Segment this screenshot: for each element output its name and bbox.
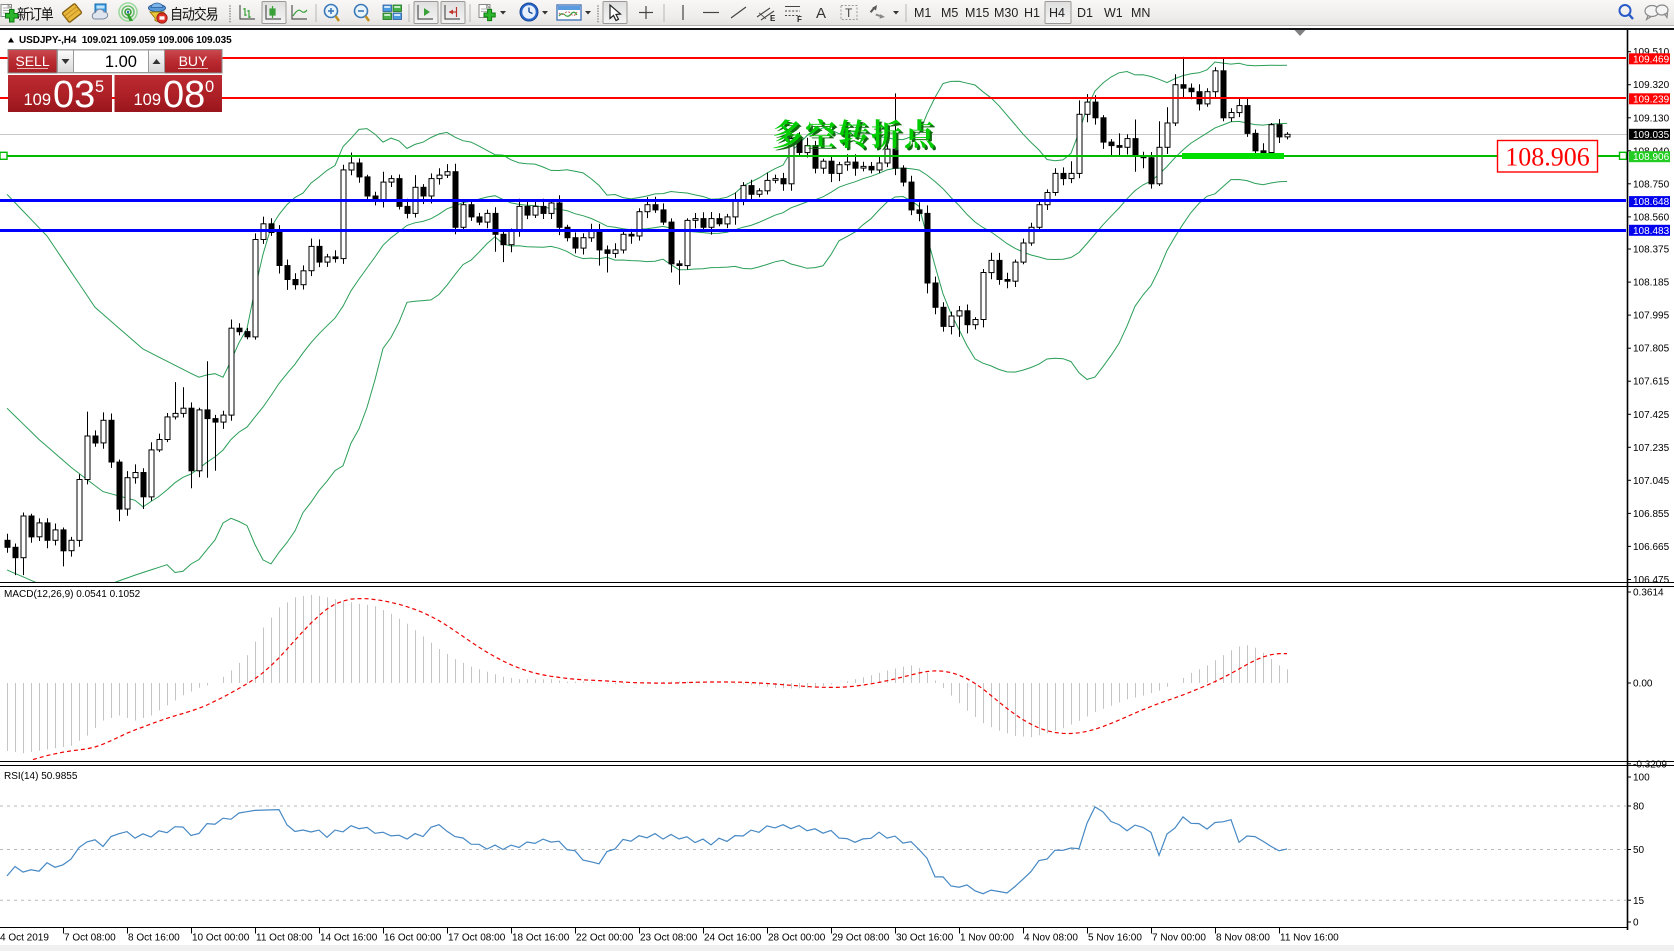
svg-text:107.045: 107.045	[1633, 476, 1670, 487]
svg-text:0: 0	[205, 78, 214, 96]
svg-text:08: 08	[163, 74, 205, 116]
svg-text:A: A	[816, 5, 826, 22]
svg-text:15: 15	[1633, 896, 1645, 907]
svg-text:M15: M15	[965, 6, 989, 20]
svg-text:7 Oct 08:00: 7 Oct 08:00	[64, 933, 116, 944]
svg-text:1 Nov 00:00: 1 Nov 00:00	[960, 933, 1014, 944]
svg-text:107.805: 107.805	[1633, 344, 1670, 355]
svg-text:16 Oct 00:00: 16 Oct 00:00	[384, 933, 442, 944]
svg-text:106.665: 106.665	[1633, 542, 1670, 553]
svg-text:F: F	[797, 15, 802, 24]
svg-text:30 Oct 16:00: 30 Oct 16:00	[896, 933, 954, 944]
svg-text:50: 50	[1633, 845, 1645, 856]
svg-text:0.00: 0.00	[1633, 679, 1653, 690]
svg-text:11 Nov 16:00: 11 Nov 16:00	[1280, 933, 1339, 944]
svg-text:109.239: 109.239	[1633, 94, 1670, 105]
svg-text:109: 109	[23, 91, 51, 109]
svg-text:107.425: 107.425	[1633, 410, 1670, 421]
svg-text:108.560: 108.560	[1633, 212, 1670, 223]
svg-text:RSI(14) 50.9855: RSI(14) 50.9855	[4, 771, 78, 782]
svg-text:M1: M1	[914, 6, 931, 20]
svg-text:18 Oct 16:00: 18 Oct 16:00	[512, 933, 570, 944]
svg-text:4 Nov 08:00: 4 Nov 08:00	[1024, 933, 1078, 944]
svg-text:-0.3209: -0.3209	[1633, 759, 1667, 770]
svg-text:7 Nov 00:00: 7 Nov 00:00	[1152, 933, 1206, 944]
svg-text:E: E	[770, 14, 776, 23]
svg-text:MN: MN	[1131, 6, 1150, 20]
svg-text:M5: M5	[941, 6, 958, 20]
svg-text:108.906: 108.906	[1633, 152, 1670, 163]
svg-text:109.130: 109.130	[1633, 113, 1670, 124]
svg-text:23 Oct 08:00: 23 Oct 08:00	[640, 933, 698, 944]
svg-text:H4: H4	[1049, 6, 1065, 20]
svg-text:MACD(12,26,9) 0.0541 0.1052: MACD(12,26,9) 0.0541 0.1052	[4, 589, 141, 600]
svg-text:108.375: 108.375	[1633, 245, 1670, 256]
svg-text:17 Oct 08:00: 17 Oct 08:00	[448, 933, 506, 944]
svg-text:SELL: SELL	[15, 53, 49, 69]
svg-text:0: 0	[1633, 918, 1639, 929]
svg-text:106.855: 106.855	[1633, 509, 1670, 520]
svg-text:107.615: 107.615	[1633, 377, 1670, 388]
svg-text:0.3614: 0.3614	[1633, 588, 1664, 599]
svg-text:5: 5	[95, 78, 104, 96]
svg-text:USDJPY-,H4 109.021 109.059 10: USDJPY-,H4 109.021 109.059 109.006 109.0…	[19, 35, 232, 46]
svg-text:29 Oct 08:00: 29 Oct 08:00	[832, 933, 890, 944]
svg-text:03: 03	[53, 74, 95, 116]
svg-text:80: 80	[1633, 802, 1645, 813]
svg-text:W1: W1	[1104, 6, 1123, 20]
svg-text:24 Oct 16:00: 24 Oct 16:00	[704, 933, 762, 944]
svg-text:108.648: 108.648	[1633, 197, 1670, 208]
svg-text:100: 100	[1633, 773, 1650, 784]
svg-text:10 Oct 00:00: 10 Oct 00:00	[192, 933, 250, 944]
svg-text:8 Nov 08:00: 8 Nov 08:00	[1216, 933, 1270, 944]
svg-text:4 Oct 2019: 4 Oct 2019	[0, 933, 49, 944]
svg-text:109.510: 109.510	[1633, 47, 1670, 58]
svg-text:H1: H1	[1024, 6, 1040, 20]
svg-text:T: T	[845, 6, 853, 20]
svg-text:1.00: 1.00	[105, 53, 137, 71]
svg-text:D1: D1	[1077, 6, 1093, 20]
svg-text:107.235: 107.235	[1633, 443, 1670, 454]
svg-text:106.475: 106.475	[1633, 575, 1670, 586]
svg-text:108.750: 108.750	[1633, 179, 1670, 190]
svg-text:107.995: 107.995	[1633, 311, 1670, 322]
svg-text:108.483: 108.483	[1633, 226, 1670, 237]
svg-text:109.035: 109.035	[1633, 130, 1670, 141]
svg-text:M30: M30	[994, 6, 1018, 20]
svg-text:14 Oct 16:00: 14 Oct 16:00	[320, 933, 378, 944]
svg-text:109: 109	[133, 91, 161, 109]
svg-text:109.320: 109.320	[1633, 80, 1670, 91]
svg-text:109.469: 109.469	[1633, 54, 1670, 65]
svg-text:8 Oct 16:00: 8 Oct 16:00	[128, 933, 180, 944]
svg-text:108.185: 108.185	[1633, 278, 1670, 289]
svg-text:28 Oct 00:00: 28 Oct 00:00	[768, 933, 826, 944]
svg-text:11 Oct 08:00: 11 Oct 08:00	[256, 933, 313, 944]
svg-text:108.906: 108.906	[1505, 143, 1590, 172]
svg-text:BUY: BUY	[179, 53, 208, 69]
svg-text:22 Oct 00:00: 22 Oct 00:00	[576, 933, 634, 944]
svg-text:5 Nov 16:00: 5 Nov 16:00	[1088, 933, 1142, 944]
